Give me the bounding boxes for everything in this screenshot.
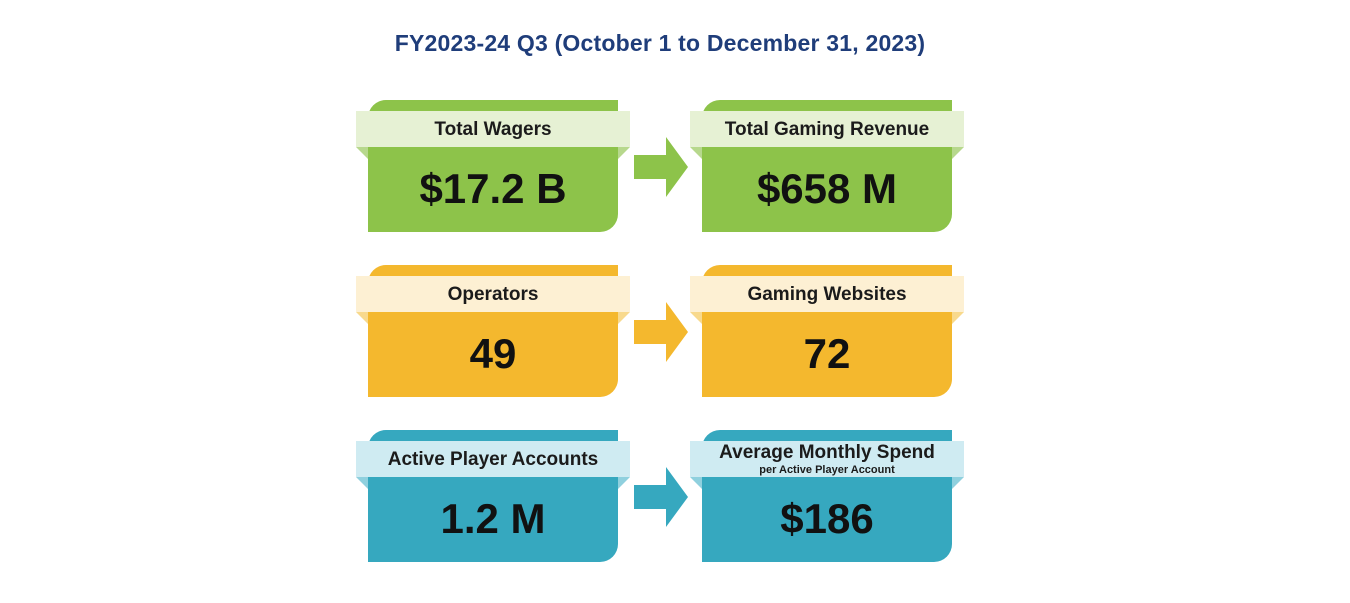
label-band: Average Monthly Spend per Active Player … xyxy=(690,441,964,489)
label-band: Total Wagers xyxy=(356,111,630,159)
operators-card: Operators 49 xyxy=(356,265,630,397)
card-value: $17.2 B xyxy=(419,165,567,212)
card-label: Total Gaming Revenue xyxy=(724,118,930,140)
card-label: Total Wagers xyxy=(434,118,552,140)
card-value: 72 xyxy=(803,330,851,377)
label-band: Gaming Websites xyxy=(690,276,964,324)
card-label: Average Monthly Spend xyxy=(719,441,935,463)
active-player-accounts-card: Active Player Accounts 1.2 M xyxy=(356,430,630,562)
average-monthly-spend-card: Average Monthly Spend per Active Player … xyxy=(690,430,964,562)
label-band: Total Gaming Revenue xyxy=(690,111,964,159)
card-label: Operators xyxy=(447,283,539,305)
label-band: Operators xyxy=(356,276,630,324)
card-value: $186 xyxy=(780,495,874,542)
gaming-websites-card: Gaming Websites 72 xyxy=(690,265,964,397)
card-label: Gaming Websites xyxy=(747,283,907,305)
card-value: 1.2 M xyxy=(440,495,546,542)
card-value: $658 M xyxy=(756,165,898,212)
page-title: FY2023-24 Q3 (October 1 to December 31, … xyxy=(394,30,926,56)
total-wagers-card: Total Wagers $17.2 B xyxy=(356,100,630,232)
arrow-right-icon xyxy=(634,137,688,197)
card-value: 49 xyxy=(469,330,517,377)
total-gaming-revenue-card: Total Gaming Revenue $658 M xyxy=(690,100,964,232)
arrow-right-icon xyxy=(634,302,688,362)
card-label: Active Player Accounts xyxy=(387,448,599,470)
label-band: Active Player Accounts xyxy=(356,441,630,489)
arrow-right-icon xyxy=(634,467,688,527)
card-sublabel: per Active Player Account xyxy=(759,463,895,476)
